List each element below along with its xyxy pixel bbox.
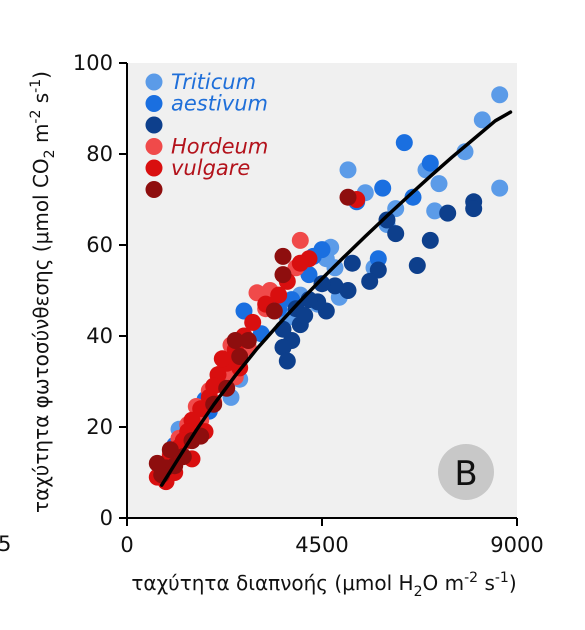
- data-point-s5-0: [339, 188, 357, 206]
- axes: 0 20 40 60 80 100 0 4500 9000: [73, 51, 544, 557]
- legend-marker-4: [145, 159, 163, 177]
- legend-label-0: Triticum: [171, 70, 256, 94]
- data-point-s2-9: [343, 254, 361, 272]
- x-tick-label-2: 9000: [490, 533, 543, 557]
- data-point-s2-2: [439, 204, 457, 222]
- data-point-s5-4: [226, 332, 244, 349]
- data-point-s4-6: [244, 313, 262, 331]
- legend-marker-3: [145, 138, 163, 155]
- data-point-s2-22: [274, 320, 292, 338]
- legend-marker-1: [145, 95, 163, 112]
- data-point-s4-27: [213, 350, 231, 368]
- panel-label: B: [454, 454, 477, 494]
- x-tick-label-0: 0: [120, 533, 133, 557]
- data-point-s2-18: [296, 307, 314, 324]
- legend-marker-0: [145, 73, 163, 91]
- legend-label-1: aestivum: [171, 92, 268, 116]
- data-point-s5-6: [231, 348, 249, 365]
- data-point-s1-3: [374, 179, 392, 197]
- data-point-s4-4: [270, 286, 288, 304]
- data-point-s0-4: [430, 175, 448, 193]
- data-point-s0-5: [426, 202, 444, 220]
- data-point-s5-1: [274, 247, 292, 265]
- data-point-s2-5: [387, 225, 405, 243]
- legend-label-4: vulgare: [171, 156, 250, 180]
- data-point-s4-2: [291, 254, 309, 272]
- panel-label-badge: [438, 444, 494, 500]
- data-point-s0-0: [491, 86, 509, 104]
- data-point-s0-1: [473, 111, 491, 129]
- data-point-s5-15: [148, 454, 166, 472]
- y-axis-title: ταχύτητα φωτοσύνθεσης (μmol CO2 m-2 s-1): [28, 71, 58, 513]
- data-point-s2-6: [378, 211, 396, 229]
- data-point-s5-2: [274, 266, 292, 284]
- legend-marker-5: [145, 181, 163, 198]
- left-edge-fragment: 5: [0, 532, 11, 556]
- data-point-s0-3: [456, 143, 474, 161]
- legend-marker-2: [145, 116, 163, 134]
- data-point-s2-3: [421, 231, 439, 249]
- data-point-s5-5: [239, 332, 257, 349]
- data-point-s3-0: [291, 231, 309, 249]
- y-tick-label-5: 100: [73, 51, 113, 75]
- data-point-s5-16: [161, 441, 179, 459]
- x-axis-title: ταχύτητα διαπνοής (μmol H2O m-2 s-1): [131, 570, 516, 600]
- data-point-s1-1: [421, 154, 439, 172]
- data-point-s2-1: [465, 200, 483, 218]
- data-point-s2-4: [408, 257, 426, 274]
- data-point-s2-8: [361, 272, 379, 290]
- y-tick-label-4: 80: [86, 142, 113, 166]
- fit-curve-layer: [159, 110, 513, 487]
- data-point-s2-20: [274, 338, 292, 356]
- data-point-s0-2: [491, 179, 509, 197]
- data-point-s0-9: [339, 161, 357, 179]
- data-point-s2-12: [313, 275, 331, 293]
- y-tick-label-0: 0: [100, 506, 113, 530]
- data-points-layer: [148, 86, 509, 491]
- legend-label-3: Hordeum: [171, 135, 268, 159]
- y-tick-label-2: 40: [86, 324, 113, 348]
- data-point-s2-11: [326, 277, 344, 295]
- x-tick-label-1: 4500: [295, 533, 348, 557]
- data-point-s5-3: [265, 302, 283, 320]
- data-point-s1-2: [404, 188, 422, 206]
- fit-curve-line: [159, 110, 513, 487]
- data-point-s1-0: [395, 134, 413, 152]
- data-point-s4-26: [205, 377, 223, 395]
- data-point-s2-10: [339, 282, 357, 299]
- y-tick-label-3: 60: [86, 233, 113, 257]
- y-tick-label-1: 20: [86, 415, 113, 439]
- data-point-s2-21: [278, 352, 296, 370]
